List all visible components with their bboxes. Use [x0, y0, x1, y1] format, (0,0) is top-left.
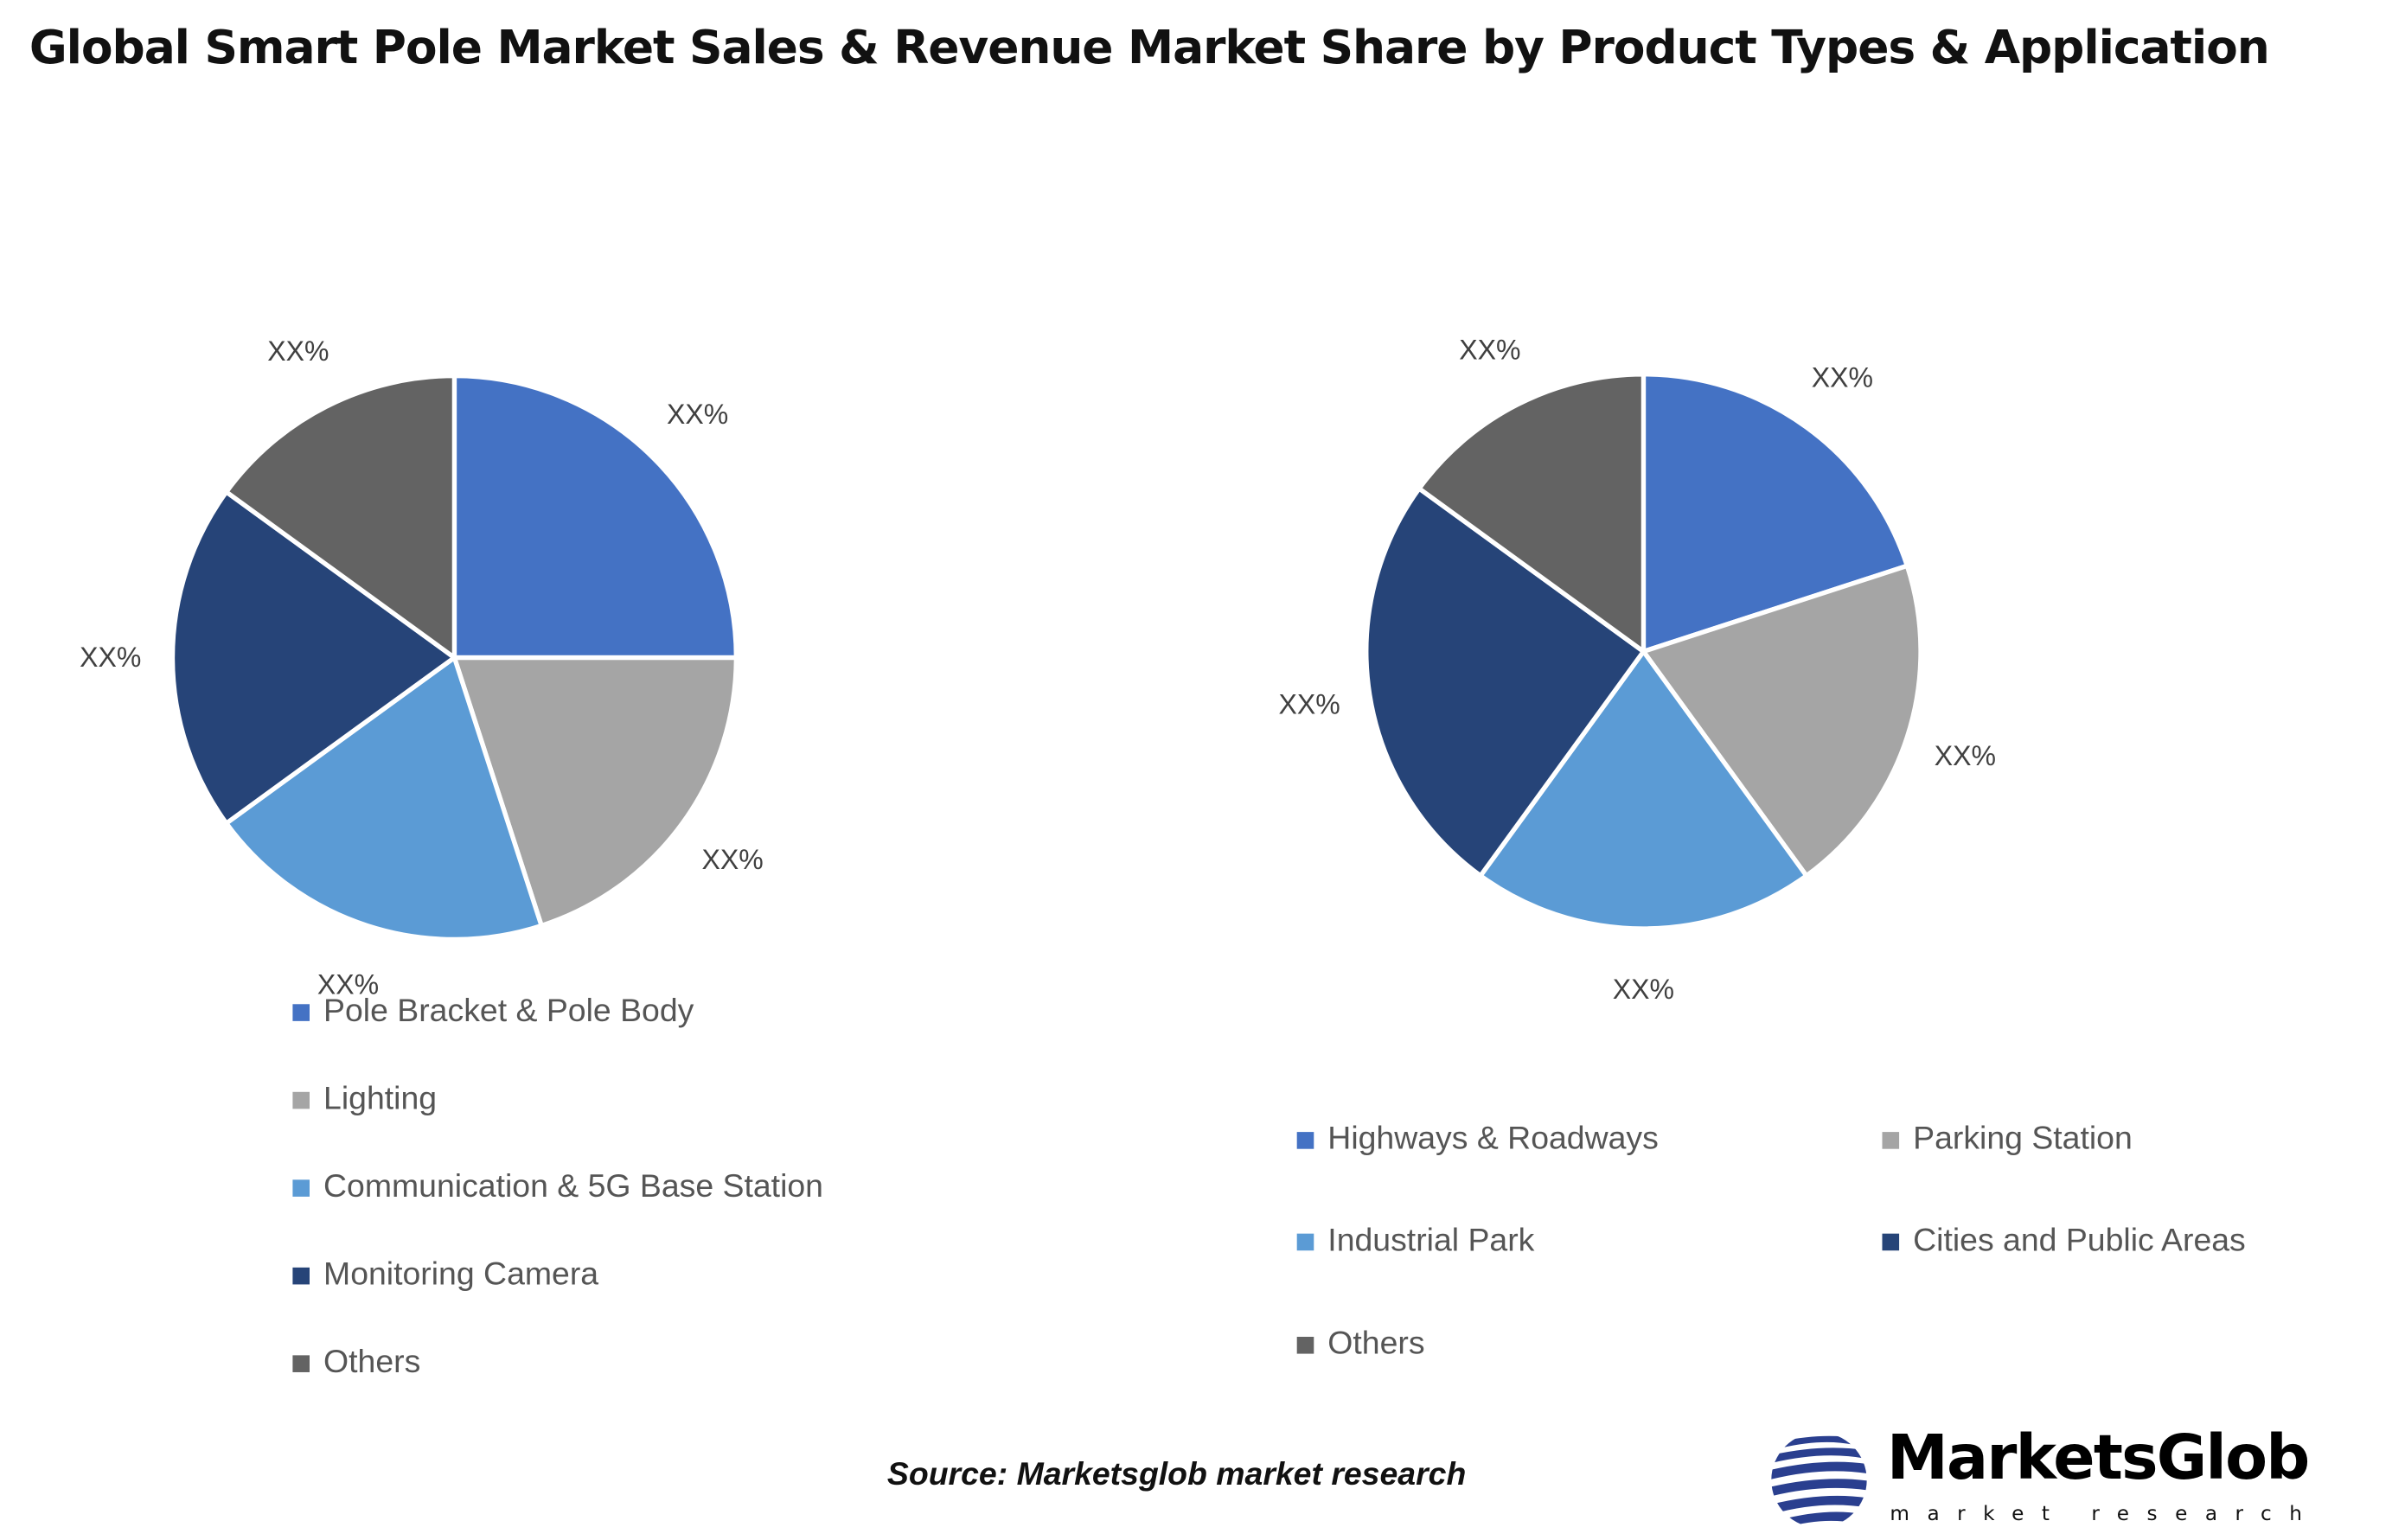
- legend-swatch: [292, 1354, 310, 1372]
- legend-swatch: [292, 1266, 310, 1284]
- legend-item: Monitoring Camera: [292, 1256, 598, 1294]
- pie-slice-pole-bracket-pole-body: [451, 373, 739, 661]
- legend-label: Others: [323, 1344, 421, 1380]
- legend-label: Parking Station: [1913, 1121, 2133, 1157]
- legend-swatch: [1296, 1336, 1314, 1353]
- pie-slice-communication-5g-base-station: [222, 654, 545, 943]
- legend-swatch: [1296, 1131, 1314, 1148]
- legend-label: Monitoring Camera: [323, 1256, 599, 1293]
- page-title: Global Smart Pole Market Sales & Revenue…: [29, 21, 2270, 76]
- data-label: XX%: [267, 335, 329, 367]
- data-label: XX%: [702, 844, 764, 875]
- data-label: XX%: [1613, 974, 1674, 1005]
- legend-label: Lighting: [323, 1081, 438, 1117]
- data-label: XX%: [1812, 362, 1873, 393]
- legend-item: Industrial Park: [1296, 1223, 1535, 1260]
- legend-label: Pole Bracket & Pole Body: [323, 993, 694, 1029]
- legend-swatch: [1882, 1131, 1900, 1148]
- legend-swatch: [292, 1090, 310, 1109]
- data-label: XX%: [667, 399, 728, 430]
- pie-slice-parking-station: [1640, 562, 1923, 879]
- legend-item: Others: [1296, 1326, 1425, 1364]
- legend-label: Communication & 5G Base Station: [323, 1168, 823, 1205]
- marketsglob-logo: MarketsGlob market research: [1763, 1423, 2333, 1537]
- pie-slice-industrial-park: [1477, 647, 1810, 931]
- legend-swatch: [292, 1179, 310, 1197]
- data-label: XX%: [80, 642, 141, 673]
- globe-icon: [1771, 1435, 1867, 1528]
- logo-tagline: market research: [1890, 1503, 2320, 1527]
- legend-item: Parking Station: [1882, 1121, 2133, 1159]
- legend-swatch: [292, 1003, 310, 1020]
- data-label: XX%: [1935, 740, 1996, 771]
- legend-item: Communication & 5G Base Station: [292, 1169, 823, 1206]
- legend-item: Pole Bracket & Pole Body: [292, 994, 694, 1031]
- legend-item: Lighting: [292, 1081, 437, 1118]
- source-note: Source: Marketsglob market research: [886, 1456, 1467, 1492]
- legend-label: Others: [1327, 1326, 1425, 1362]
- logo-name: MarketsGlob: [1886, 1422, 2310, 1494]
- data-label: XX%: [317, 968, 379, 1000]
- pie-slice-highways-roadways: [1641, 372, 1910, 655]
- data-label: XX%: [1278, 688, 1340, 719]
- legend-item: Cities and Public Areas: [1882, 1223, 2246, 1260]
- legend-swatch: [1296, 1232, 1314, 1250]
- legend-swatch: [1882, 1232, 1900, 1250]
- legend-item: Highways & Roadways: [1296, 1121, 1659, 1159]
- legend-label: Cities and Public Areas: [1913, 1223, 2246, 1259]
- legend-label: Highways & Roadways: [1327, 1121, 1659, 1157]
- data-label: XX%: [1459, 335, 1520, 366]
- legend-item: Others: [292, 1345, 420, 1382]
- legend-label: Industrial Park: [1327, 1223, 1535, 1259]
- pie-slice-monitoring-camera: [169, 489, 458, 827]
- pie-slice-others: [1416, 372, 1647, 656]
- pie-slice-cities-and-public-areas: [1364, 485, 1647, 879]
- pie-slice-others: [222, 373, 457, 662]
- pie-slice-lighting: [451, 655, 739, 929]
